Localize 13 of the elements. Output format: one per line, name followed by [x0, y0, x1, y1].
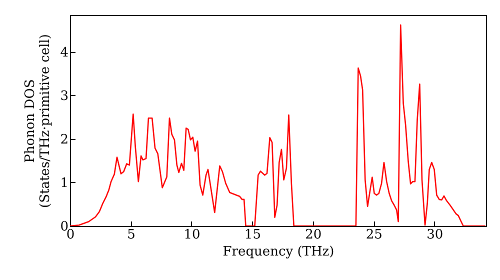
- y-tick-label: 2: [60, 132, 68, 148]
- x-tick-label: 15: [244, 228, 261, 242]
- x-tick-label: 5: [127, 228, 136, 242]
- x-tick-label: 20: [305, 228, 322, 242]
- y-axis-title: Phonon DOS (States/THz·primitive cell): [23, 34, 54, 208]
- x-tick-label: 25: [366, 228, 382, 242]
- x-tick-label: 30: [426, 228, 444, 242]
- y-tick-label: 1: [60, 176, 68, 191]
- line-series: [70, 24, 486, 226]
- y-tick-label: 3: [60, 88, 68, 104]
- x-axis-title: Frequency (THz): [222, 244, 334, 260]
- y-tick-label: 4: [60, 45, 68, 60]
- x-tick-label: 10: [184, 228, 200, 242]
